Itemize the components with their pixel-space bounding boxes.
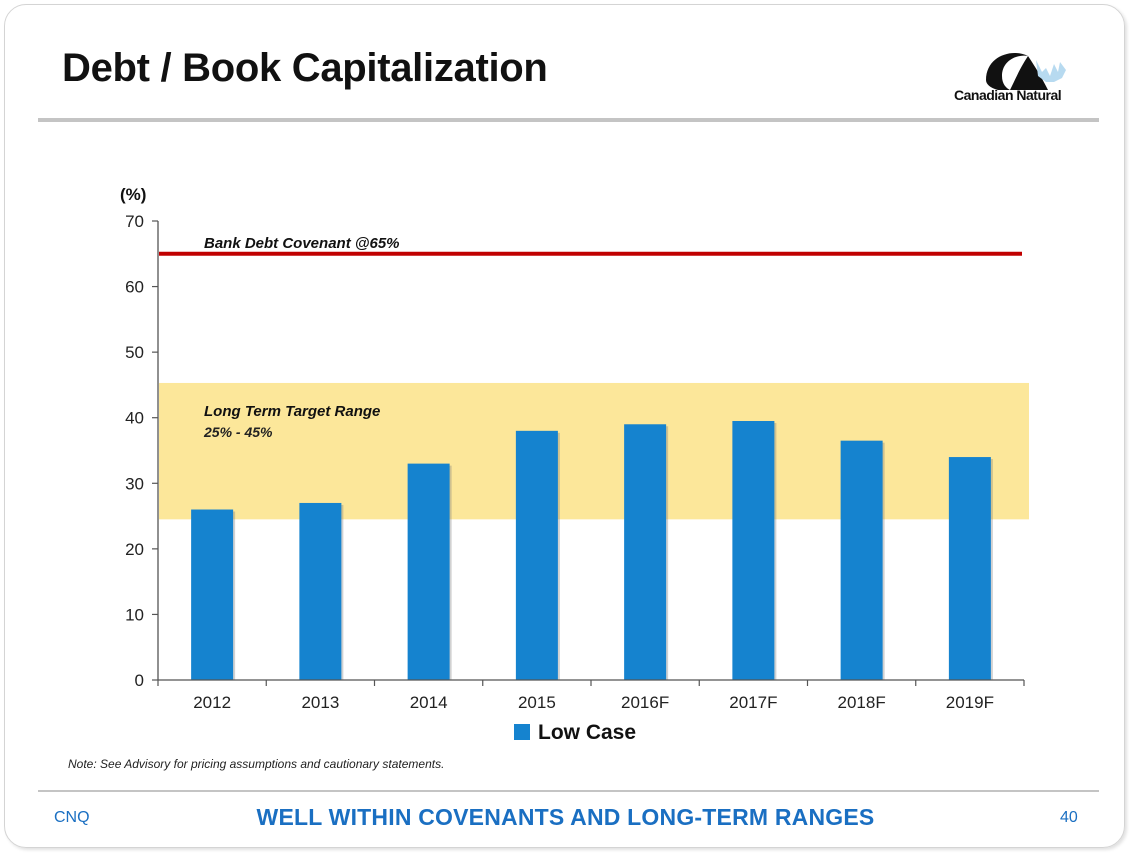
bar-2013	[299, 502, 342, 680]
legend-swatch-low-case	[514, 724, 530, 740]
y-tick-label: 50	[125, 343, 144, 362]
x-tick-label: 2019F	[946, 693, 994, 712]
target-range-band	[159, 382, 1029, 520]
y-tick-label: 30	[125, 474, 144, 493]
x-tick-label: 2018F	[838, 693, 886, 712]
footer-divider	[38, 790, 1099, 792]
bar-2015	[515, 430, 558, 680]
y-tick-label: 70	[125, 212, 144, 231]
canadian-natural-logo-icon	[986, 53, 1066, 90]
slide-frame	[4, 4, 1125, 848]
x-tick-label: 2014	[410, 693, 448, 712]
page-number: 40	[1060, 809, 1078, 826]
y-tick-label: 40	[125, 409, 144, 428]
x-tick-label: 2013	[301, 693, 339, 712]
header-divider	[38, 118, 1099, 122]
x-tick-label: 2012	[193, 693, 231, 712]
page-title: Debt / Book Capitalization	[62, 46, 548, 90]
target-range-values: 25% - 45%	[203, 424, 273, 440]
logo-text: Canadian Natural	[954, 87, 1062, 103]
x-tick-label: 2016F	[621, 693, 669, 712]
y-tick-label: 10	[125, 605, 144, 624]
bar-2019F	[948, 457, 991, 680]
target-range-label: Long Term Target Range	[204, 403, 380, 420]
y-tick-label: 20	[125, 540, 144, 559]
bar-2014	[407, 463, 450, 680]
footer-headline: WELL WITHIN COVENANTS AND LONG-TERM RANG…	[256, 804, 875, 830]
y-tick-label: 0	[135, 671, 144, 690]
bar-2012	[191, 509, 234, 680]
x-tick-label: 2017F	[729, 693, 777, 712]
legend-label: Low Case	[538, 721, 636, 744]
bar-2016F	[624, 424, 667, 680]
bar-2017F	[732, 420, 775, 680]
y-axis-label: (%)	[120, 185, 146, 204]
covenant-label: Bank Debt Covenant @65%	[204, 235, 400, 252]
bar-2018F	[840, 440, 883, 680]
x-tick-label: 2015	[518, 693, 556, 712]
advisory-note: Note: See Advisory for pricing assumptio…	[68, 757, 445, 771]
y-tick-label: 60	[125, 278, 144, 297]
footer-ticker: CNQ	[54, 809, 90, 826]
